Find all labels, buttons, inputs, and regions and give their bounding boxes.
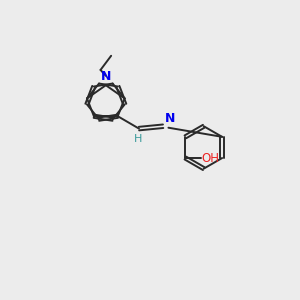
Text: N: N: [165, 112, 175, 125]
Text: N: N: [100, 70, 111, 83]
Text: OH: OH: [202, 152, 220, 164]
Text: H: H: [134, 134, 142, 144]
